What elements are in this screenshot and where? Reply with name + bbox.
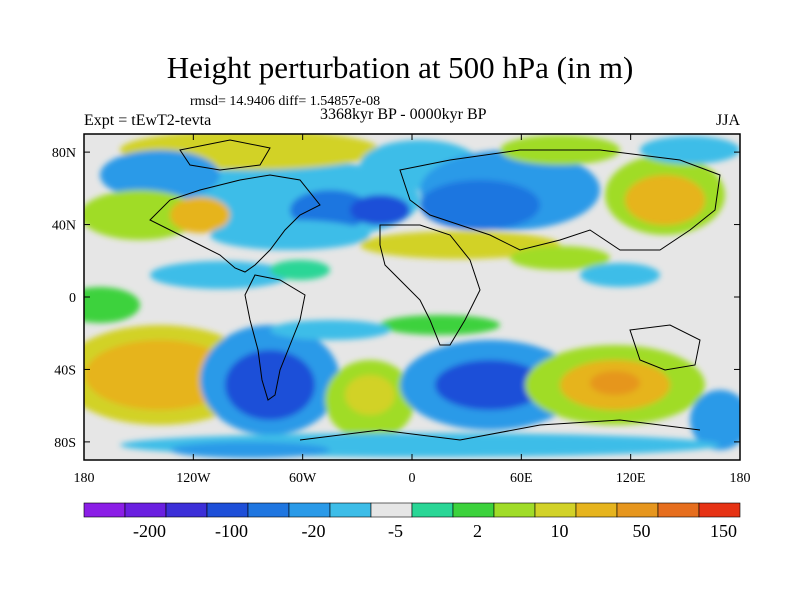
colorbar-swatch [206,502,249,518]
colorbar-label: 150 [710,521,737,541]
colorbar-swatch [83,502,126,518]
colorbar-swatch [288,502,331,518]
colorbar-label: -200 [133,521,166,541]
lon-tick-label: 0 [409,471,416,486]
colorbar-swatch [534,502,577,518]
period-text: 3368kyr BP - 0000kyr BP [320,106,487,123]
lat-tick-label: 40S [54,363,76,378]
colorbar-label: 10 [551,521,569,541]
colorbar-swatch [165,502,208,518]
coastlines [149,139,721,441]
colorbar-label: 2 [473,521,482,541]
colorbar-swatch [616,502,659,518]
lat-tick-label: 80N [52,146,76,161]
colorbar-swatch [124,502,167,518]
lat-tick-label: 40N [52,219,76,234]
colorbar-swatch [370,502,413,518]
lon-tick-label: 60W [289,471,317,486]
experiment-label: Expt = tEwT2-tevta [84,112,212,129]
colorbar-label: 50 [633,521,651,541]
stats-text: rmsd= 14.9406 diff= 1.54857e-08 [190,94,381,109]
colorbar-label: -100 [215,521,248,541]
longitude-axis: 180 120W 60W 0 60E 120E 180 [74,134,751,486]
lat-tick-label: 0 [69,291,76,306]
season-label: JJA [715,112,740,129]
colorbar-swatch [411,502,454,518]
colorbar-label: -5 [388,521,403,541]
colorbar-swatch [698,502,741,518]
lon-tick-label: 180 [730,471,751,486]
lon-tick-label: 120E [616,471,646,486]
colorbar-swatch [493,502,536,518]
lat-tick-label: 80S [54,436,76,451]
colorbar-swatch [247,502,290,518]
lon-tick-label: 60E [510,471,533,486]
lon-tick-label: 180 [74,471,95,486]
colorbar-label: -20 [302,521,326,541]
colorbar-swatch [329,502,372,518]
colorbar-swatch [657,502,700,518]
plot-title: Height perturbation at 500 hPa (in m) [166,50,634,85]
contour-field [84,134,740,460]
colorbar: -200 -100 -20 -5 2 10 50 150 [83,502,741,541]
latitude-axis: 80N 40N 0 40S 80S [52,146,740,451]
lon-tick-label: 120W [176,471,211,486]
colorbar-swatch [452,502,495,518]
colorbar-swatch [575,502,618,518]
